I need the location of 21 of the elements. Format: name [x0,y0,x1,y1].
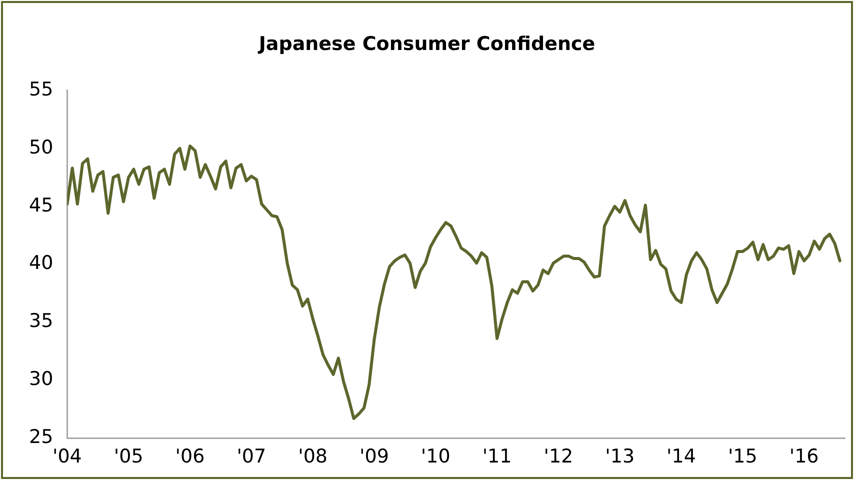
x-tick-label: '16 [789,446,819,468]
x-tick-label: '05 [114,446,144,468]
y-tick-label: 55 [28,78,54,100]
x-tick-label: '12 [544,446,574,468]
x-tick-label: '10 [420,446,450,468]
x-tick-label: '06 [175,446,205,468]
y-tick-label: 50 [28,136,54,158]
y-tick-label: 30 [28,368,54,390]
y-tick-label: 25 [28,426,54,448]
y-tick-label: 35 [28,310,54,332]
x-tick-label: '15 [728,446,758,468]
x-tick-label: '04 [52,446,82,468]
x-tick-label: '14 [666,446,696,468]
x-tick-label: '13 [605,446,635,468]
y-tick-label: 45 [28,194,54,216]
x-tick-label: '07 [236,446,266,468]
x-tick-label: '11 [482,446,512,468]
x-tick-label: '09 [360,446,389,468]
chart-title: Japanese Consumer Confidence [256,33,596,55]
x-tick-label: '08 [298,446,328,468]
y-tick-label: 40 [28,252,54,274]
